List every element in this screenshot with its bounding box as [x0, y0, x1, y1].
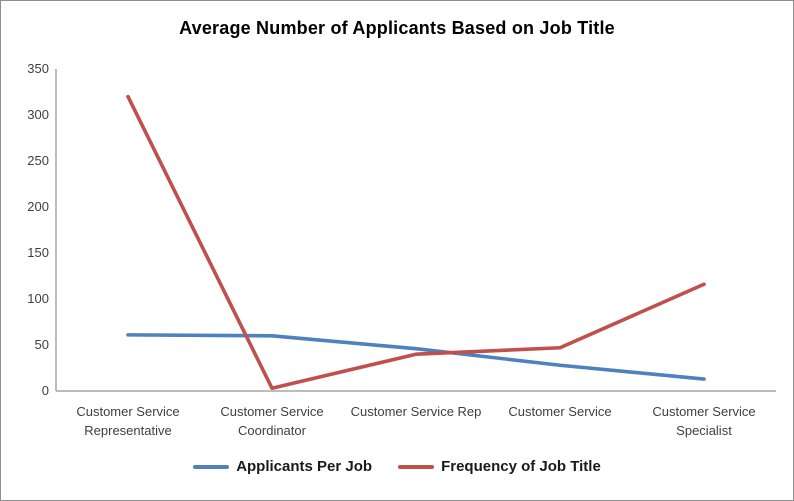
y-axis-tick-label: 100	[27, 291, 49, 306]
legend-line-swatch	[398, 464, 435, 469]
legend-line-swatch	[193, 464, 230, 469]
series-line-frequency-of-job-title	[126, 94, 706, 391]
series-line-applicants-per-job	[126, 333, 706, 381]
y-axis-tick-label: 300	[27, 107, 49, 122]
x-axis-category-label: Customer Service Coordinator	[220, 404, 324, 438]
legend-label: Applicants Per Job	[236, 458, 373, 475]
legend-item: Frequency of Job Title	[398, 458, 601, 475]
x-axis-category-label: Customer Service Rep	[350, 404, 482, 419]
x-axis-category-label: Customer Service Specialist	[652, 404, 756, 438]
y-axis-tick-label: 50	[34, 337, 49, 352]
y-axis-tick-label: 350	[27, 61, 49, 76]
y-axis-tick-label: 150	[27, 245, 49, 260]
y-axis-tick-label: 250	[27, 153, 49, 168]
y-axis-tick-label: 200	[27, 199, 49, 214]
legend-item: Applicants Per Job	[193, 458, 372, 475]
legend-label: Frequency of Job Title	[441, 458, 601, 475]
chart-title: Average Number of Applicants Based on Jo…	[179, 18, 615, 38]
y-axis-tick-label: 0	[41, 383, 49, 398]
legend: Applicants Per Job Frequency of Job Title	[1, 458, 793, 475]
x-axis-category-label: Customer Service Representative	[76, 404, 180, 438]
x-axis-category-label: Customer Service	[508, 404, 612, 419]
